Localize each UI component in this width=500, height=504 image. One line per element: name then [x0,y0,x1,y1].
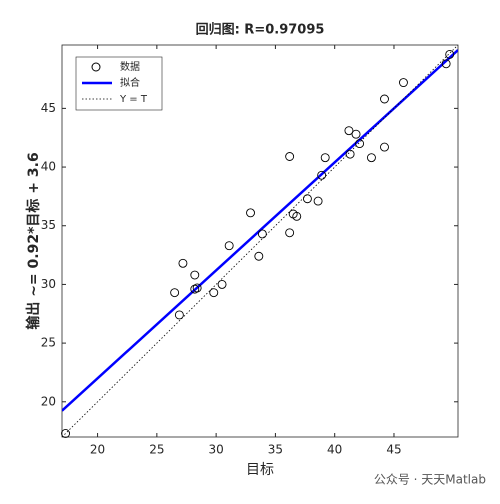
data-point [320,153,330,163]
data-point [257,229,267,239]
x-tick-label: 20 [90,443,105,457]
data-point [170,288,180,298]
data-point [366,153,376,163]
x-tick-label: 40 [327,443,342,457]
data-point [285,152,295,161]
data-point [445,49,455,59]
data-point [345,149,355,159]
x-axis-label: 目标 [246,462,274,478]
x-tick-label: 30 [208,443,223,457]
y-axis-label: 输出 ~= 0.92*目标 + 3.6 [25,152,42,329]
data-point [61,429,71,438]
data-point [317,170,327,180]
legend-label: Y = T [119,94,148,105]
y-tick-label: 40 [41,160,56,174]
data-point [190,270,200,280]
legend-label: 拟合 [120,76,140,89]
data-point [313,196,323,206]
data-point [217,279,227,289]
x-tick-label: 35 [268,443,283,457]
data-point [174,310,184,320]
data-point [246,208,255,218]
data-point [224,241,234,251]
chart-title: 回归图: R=0.97095 [196,22,325,38]
legend-label: 数据 [120,60,140,73]
y-tick-label: 45 [41,101,56,115]
legend-marker [91,62,101,72]
data-point [209,288,219,298]
data-point [254,251,264,261]
data-point [302,194,312,204]
data-point [292,211,302,221]
y-tick-label: 25 [41,336,56,350]
data-point [355,139,365,149]
data-point [190,284,200,294]
y-tick-label: 20 [41,394,56,408]
x-tick-label: 25 [149,443,164,457]
y-tick-label: 35 [41,218,56,232]
data-point [344,126,354,136]
data-point [399,78,408,88]
data-point [441,59,451,69]
data-point [192,283,202,293]
y-tick-label: 30 [41,277,56,291]
data-point [380,94,389,104]
data-point [285,228,295,238]
x-tick-label: 45 [386,443,401,457]
watermark: 公众号 · 天天Matlab [374,473,486,487]
data-point [351,129,361,139]
data-point [178,258,188,268]
data-point [380,142,389,152]
